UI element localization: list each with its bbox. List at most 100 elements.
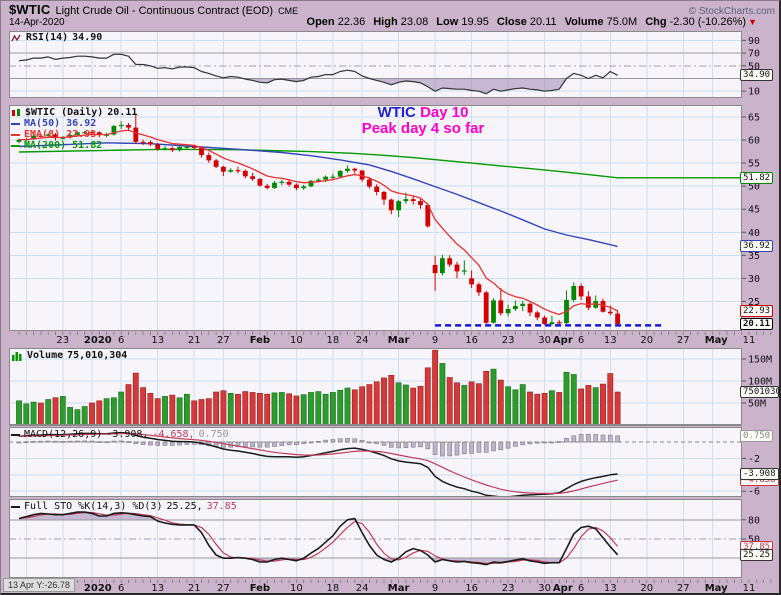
x-axis-label: 27 [677, 583, 690, 594]
ma50-line [18, 142, 618, 248]
x-axis-label: Feb [250, 583, 270, 594]
x-axis-label: 21 [188, 335, 201, 346]
x-axis-label: Mar [388, 335, 410, 346]
candlestick-icon [12, 108, 20, 116]
low-value: 19.95 [461, 16, 489, 28]
y-axis-label: 40 [748, 228, 760, 239]
sto-series [18, 511, 619, 566]
chg-label: Chg [645, 16, 667, 28]
x-axis-label: 2020 [84, 335, 112, 346]
volume-legend: Volume 75,010,304 [11, 350, 127, 361]
x-axis-label: 6 [578, 583, 584, 594]
x-axis-label: Feb [250, 335, 270, 346]
y-axis-label: 50 [748, 535, 760, 546]
y-axis-label: 30 [748, 274, 760, 285]
x-axis-label: 23 [502, 583, 515, 594]
x-axis-label: 6 [578, 335, 584, 346]
axis-tag--3.908: -3.908 [740, 468, 779, 481]
open-label: Open [306, 16, 335, 28]
x-axis-label: Apr [553, 583, 573, 594]
x-axis-label: 20 [640, 583, 653, 594]
price-legend-symbol: $WTIC (Daily) [25, 107, 104, 118]
ma50-legend: MA(50) 36.92 [11, 118, 96, 129]
close-label: Close [496, 16, 527, 28]
x-axis-label: 30 [538, 583, 551, 594]
high-value: 23.08 [400, 16, 429, 28]
y-axis-label: -2 [748, 454, 760, 465]
x-axis-label: 11 [743, 583, 756, 594]
x-axis-label: 23 [56, 335, 69, 346]
y-axis-label: 80 [748, 515, 760, 526]
x-axis-label: 30 [538, 335, 551, 346]
y-axis-label: 50 [748, 182, 760, 193]
crosshair-readout: 13 Apr Y:-26.78 [3, 578, 75, 592]
macd-line-icon [11, 433, 20, 436]
x-axis-label: 6 [118, 583, 124, 594]
copyright: © StockCharts.com [688, 6, 775, 17]
x-axis-label: 11 [743, 335, 756, 346]
volume-label: Volume [564, 16, 604, 28]
ema8-line-icon [11, 133, 20, 136]
macd-series [9, 431, 742, 497]
x-axis-label: 13 [151, 335, 164, 346]
volume-legend-label: Volume [27, 350, 64, 361]
macd-legend: MACD(12,26,9) -3.908, -4.658, 0.750 [11, 429, 229, 440]
y-axis-label: 45 [748, 205, 760, 216]
annotation-day: Day 10 [420, 104, 469, 121]
price-series [16, 114, 742, 327]
ema8-legend-label: EMA(8) 22.93 [24, 129, 97, 140]
rsi-legend: RSI(14) 34.90 [11, 32, 102, 43]
axis-tag-36.92: 36.92 [740, 240, 774, 253]
rsi-legend-value: 34.90 [72, 32, 103, 43]
x-axis-label: 23 [502, 335, 515, 346]
down-arrow-icon: ▼ [748, 17, 757, 27]
ma200-legend-label: MA(200) 51.82 [24, 140, 103, 151]
price-legend-value: 20.11 [107, 107, 138, 118]
y-axis-label: -6 [748, 487, 760, 498]
x-axis-label: 27 [217, 335, 230, 346]
x-axis-label: 27 [217, 583, 230, 594]
chart-annotation: WTIC Day 10 Peak day 4 so far [335, 105, 511, 137]
macd-legend-label: MACD(12,26,9) [24, 429, 103, 440]
axis-tag-25.25: 25.25 [740, 548, 774, 561]
price-legend-title: $WTIC (Daily) 20.11 [11, 107, 137, 118]
x-axis-label: 27 [677, 335, 690, 346]
volume-series [16, 349, 621, 425]
volume-value: 75.0M [606, 16, 638, 28]
sto-value-2: 37.85 [206, 501, 237, 512]
exchange-label: CME [278, 6, 299, 16]
sto-legend-label: Full STO %K(14,3) %D(3) [24, 501, 163, 512]
candlestick-series [16, 114, 620, 326]
x-axis-label: May [705, 583, 728, 594]
y-axis-label: 50M [748, 399, 766, 410]
rsi-icon [11, 34, 21, 41]
low-label: Low [436, 16, 459, 28]
axis-tag-20.11: 20.11 [740, 317, 774, 330]
x-axis-label: 2020 [84, 583, 112, 594]
y-axis-label: 35 [748, 251, 760, 262]
axis-tag-22.93: 22.93 [740, 304, 774, 317]
x-axis-label: 21 [188, 583, 201, 594]
x-axis-label: 9 [432, 583, 438, 594]
y-axis-label: 25 [748, 297, 760, 308]
macd-value-2: -4.658, [152, 429, 195, 440]
axis-tag-34.90: 34.90 [740, 69, 774, 82]
open-value: 22.36 [337, 16, 366, 28]
x-axis-label: May [705, 335, 728, 346]
sto-legend: Full STO %K(14,3) %D(3) 25.25, 37.85 [11, 501, 237, 512]
y-axis-label: 70 [748, 49, 760, 60]
close-value: 20.11 [529, 16, 557, 28]
axis-tag-51.82: 51.82 [740, 171, 774, 184]
x-axis-label: 13 [604, 583, 617, 594]
quote-strip: Open 22.36 High 23.08 Low 19.95 Close 20.11… [299, 16, 775, 28]
x-axis-label: 18 [327, 583, 340, 594]
x-axis-label: 10 [290, 335, 303, 346]
ma50-line-icon [11, 122, 20, 125]
x-axis-label: 16 [465, 335, 478, 346]
x-axis-label: Mar [388, 583, 410, 594]
panel-bg-price [9, 105, 742, 331]
chart-date: 14-Apr-2020 [9, 17, 65, 28]
sto-value-1: 25.25, [166, 501, 203, 512]
